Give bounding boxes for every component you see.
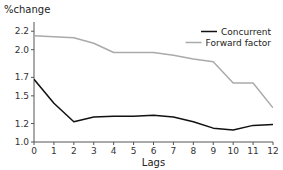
x-tick-label: 2 bbox=[71, 146, 77, 156]
series-line bbox=[34, 79, 273, 130]
legend-label: Concurrent bbox=[221, 27, 271, 37]
y-tick-label: 1.0 bbox=[15, 137, 30, 147]
x-tick-label: 9 bbox=[210, 146, 216, 156]
y-tick-label: 1.2 bbox=[15, 119, 29, 129]
chart: 1.01.21.51.72.02.20123456789101112Lags%c… bbox=[0, 0, 283, 170]
x-tick-label: 11 bbox=[247, 146, 258, 156]
y-axis bbox=[34, 22, 35, 142]
y-tick-label: 1.5 bbox=[15, 91, 29, 101]
x-tick-label: 8 bbox=[190, 146, 196, 156]
x-tick-label: 1 bbox=[51, 146, 57, 156]
x-tick-label: 4 bbox=[111, 146, 117, 156]
legend: ConcurrentForward factor bbox=[186, 27, 272, 48]
y-tick-label: 2.2 bbox=[15, 26, 29, 36]
legend-swatch bbox=[201, 31, 217, 33]
x-axis bbox=[34, 142, 273, 143]
x-axis-label: Lags bbox=[142, 157, 165, 168]
x-tick-label: 7 bbox=[171, 146, 177, 156]
y-tick-label: 2.0 bbox=[15, 45, 30, 55]
legend-label: Forward factor bbox=[206, 38, 272, 48]
x-tick-label: 10 bbox=[227, 146, 239, 156]
y-tick-label: 1.7 bbox=[15, 72, 29, 82]
y-axis-label: %change bbox=[4, 4, 50, 15]
x-tick-label: 3 bbox=[91, 146, 97, 156]
series-line bbox=[34, 36, 273, 108]
x-tick-label: 0 bbox=[31, 146, 37, 156]
legend-swatch bbox=[186, 42, 202, 44]
plot-area bbox=[34, 36, 273, 130]
x-tick-label: 6 bbox=[151, 146, 157, 156]
x-tick-label: 5 bbox=[131, 146, 137, 156]
x-tick-label: 12 bbox=[267, 146, 278, 156]
